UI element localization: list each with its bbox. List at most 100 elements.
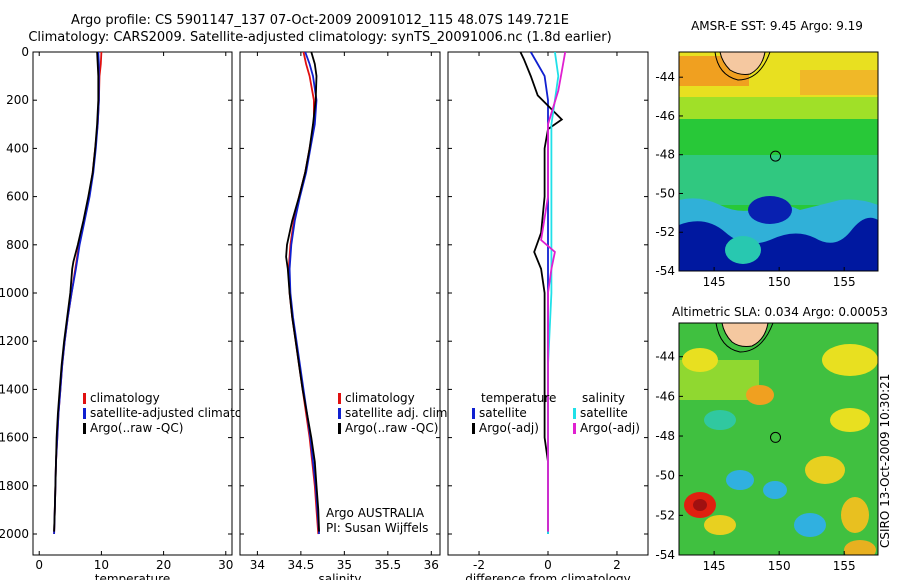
y-tick-label: 800 [6,238,29,252]
legend-label: satellite adj. clim. [345,406,451,420]
tasmania-land [719,52,766,75]
map-y-tick-label: -50 [655,186,675,200]
x-axis-label: difference from climatology [465,572,631,580]
legend-swatch [338,423,341,434]
map-y-tick-label: -46 [655,109,675,123]
map-x-tick-label: 145 [703,275,726,289]
x-tick-label: 2 [613,558,621,572]
y-tick-label: 600 [6,190,29,204]
y-tick-label: 400 [6,141,29,155]
legend-swatch [338,408,341,419]
legend-label: satellite-adjusted climatology [90,406,268,420]
series-line [519,52,564,532]
argo-float-marker [770,150,781,162]
legend-swatch [472,423,475,434]
legend-label: climatology [90,391,160,405]
chart-title: Argo profile: CS 5901147_137 07-Oct-2009… [71,13,569,28]
map-y-tick-label: -44 [655,350,675,364]
legend-label: Argo(..raw -QC) [345,421,438,435]
y-tick-label: 1600 [0,431,29,445]
map-y-tick-label: -54 [655,264,675,278]
sla-anomaly-patch [805,456,845,484]
legend-swatch [573,408,576,419]
sla-anomaly-patch [682,348,718,372]
sst-orange-patch [800,70,878,95]
sst-warm-eddy [725,236,761,264]
legend-label: satellite [479,406,527,420]
sla-anomaly-patch [693,499,707,511]
legend-label: Argo(-adj) [479,421,539,435]
annotation-text: PI: Susan Wijffels [326,521,428,535]
sst-map [679,52,878,271]
sst-yellowgreen-band [679,97,878,119]
legend-label: climatology [345,391,415,405]
x-tick-label: 20 [156,558,171,572]
map-y-tick-label: -44 [655,70,675,84]
legend-label: salinity [582,391,625,405]
legend-label: satellite [580,406,628,420]
y-tick-label: 0 [21,45,29,59]
legend-label: temperature [481,391,556,405]
sst-teal-band [679,155,878,205]
x-tick-label: 0 [35,558,43,572]
legend-label: Argo(..raw -QC) [90,421,183,435]
x-tick-label: 30 [218,558,233,572]
map-y-tick-label: -50 [655,469,675,483]
series-group [285,52,320,535]
series-line [540,52,567,532]
legend-swatch [83,423,86,434]
plot-frame [239,51,441,556]
map-x-tick-label: 155 [833,559,856,573]
map-y-tick-label: -52 [655,508,675,522]
map-x-tick-label: 150 [768,559,791,573]
y-tick-label: 1400 [0,382,29,396]
x-tick-label: 35 [337,558,352,572]
x-tick-label: 34 [250,558,265,572]
x-tick-label: 35.5 [374,558,401,572]
map-y-tick-label: -54 [655,548,675,562]
x-axis-label: temperature [95,572,170,580]
series-line [285,52,320,532]
x-tick-label: 10 [94,558,109,572]
sst-map-title: AMSR-E SST: 9.45 Argo: 9.19 [691,19,863,33]
legend-swatch [338,393,341,404]
y-tick-label: 1000 [0,286,29,300]
profile-panel-1: 0 10 20 30 temperature 0 200 400 600 800 1000 1200 1… [0,45,268,580]
sla-map [679,323,878,555]
series-group [53,52,103,535]
map-y-tick-label: -48 [655,148,675,162]
x-axis-label: salinity [318,572,361,580]
shelf-contour [715,323,774,353]
series-line [288,52,320,535]
sla-anomaly-patch [704,515,736,535]
sla-map-title: Altimetric SLA: 0.034 Argo: 0.00053 [672,305,889,319]
sla-anomaly-patch [794,513,826,537]
sla-anomaly-patch [844,540,876,555]
annotation-text: Argo AUSTRALIA [326,506,425,520]
y-tick-label: 1800 [0,479,29,493]
legend-swatch [83,393,86,404]
y-tick-label: 200 [6,93,29,107]
map-x-tick-label: 155 [833,275,856,289]
plot-frame [32,51,233,556]
y-tick-label: 2000 [0,527,29,541]
x-tick-label: 0 [544,558,552,572]
profile-panel-2: 34 34.5 35 35.5 36 salinity climatologysatelli… [239,51,451,580]
legend-swatch [472,408,475,419]
chart-subtitle: Climatology: CARS2009. Satellite-adjuste… [28,30,612,45]
sla-anomaly-patch [746,385,774,405]
sla-anomaly-patch [822,344,878,376]
sla-anomaly-patch [704,410,736,430]
sla-anomaly-patch [763,481,787,499]
map-y-tick-label: -48 [655,429,675,443]
series-group [519,52,567,534]
sla-anomaly-patch [830,408,870,432]
legend-label: Argo(-adj) [580,421,640,435]
map-x-tick-label: 150 [768,275,791,289]
series-line [53,52,100,532]
x-tick-label: -2 [473,558,485,572]
argo-float-marker [770,431,781,443]
sla-anomaly-patch [841,497,869,533]
